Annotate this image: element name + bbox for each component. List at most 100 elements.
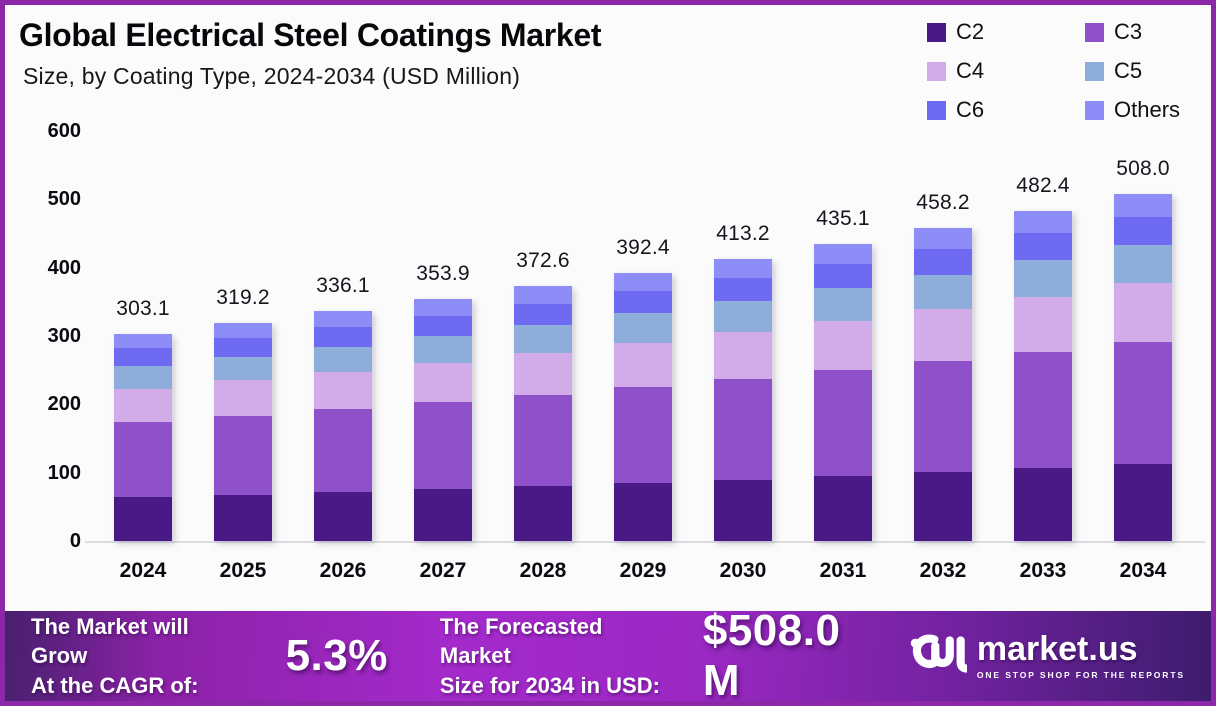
- legend-label-c3: C3: [1114, 19, 1143, 44]
- segment-c4-2026: [314, 371, 372, 410]
- segment-c4-2034: [1114, 283, 1172, 342]
- x-axis-label-2027: 2027: [419, 559, 467, 582]
- stacked-bar-2024: [114, 333, 172, 541]
- stacked-bar-2029: [614, 272, 672, 541]
- chart-legend: C2 C3 C4 C5 C6 Others: [927, 19, 1203, 123]
- stacked-bar-2034: [1114, 193, 1172, 541]
- bar-column-2031: 435.1 2031: [793, 131, 893, 582]
- x-axis-label-2024: 2024: [119, 559, 167, 582]
- segment-c3-2032: [914, 361, 972, 473]
- segment-c5-2029: [614, 313, 672, 343]
- legend-label-c2: C2: [956, 19, 985, 44]
- legend-item-c4: C4: [927, 58, 1085, 84]
- x-axis-label-2034: 2034: [1119, 559, 1167, 582]
- segment-others-2033: [1014, 211, 1072, 234]
- segment-c5-2027: [414, 336, 472, 363]
- brand-text: market.us ONE STOP SHOP FOR THE REPORTS: [977, 632, 1185, 680]
- bar-value-label-2034: 508.0: [1116, 156, 1170, 180]
- y-axis: 600 500 400 300 200 100 0: [11, 120, 81, 552]
- y-axis-tick-100: 100: [47, 461, 81, 484]
- legend-label-others: Others: [1114, 97, 1181, 122]
- legend-swatch-c4: [927, 61, 946, 81]
- bar-value-label-2027: 353.9: [416, 262, 470, 286]
- bar-value-label-2029: 392.4: [616, 235, 670, 259]
- legend-swatch-c5: [1085, 61, 1104, 81]
- stacked-bar-2033: [1014, 211, 1072, 541]
- page-title: Global Electrical Steel Coatings Market: [19, 17, 602, 53]
- x-axis-label-2032: 2032: [919, 559, 967, 582]
- bar-column-2027: 353.9 2027: [393, 131, 493, 582]
- segment-c5-2030: [714, 301, 772, 333]
- legend-item-c5: C5: [1085, 58, 1203, 84]
- segment-c5-2025: [214, 356, 272, 381]
- segment-c3-2029: [614, 387, 672, 484]
- stacked-bar-2030: [714, 258, 772, 541]
- cagr-caption-line2: At the CAGR of:: [31, 672, 199, 698]
- segment-c4-2027: [414, 362, 472, 403]
- segment-c2-2025: [214, 494, 272, 541]
- segment-c5-2031: [814, 288, 872, 321]
- segment-c4-2024: [114, 388, 172, 423]
- x-axis-label-2031: 2031: [819, 559, 867, 582]
- bar-value-label-2024: 303.1: [116, 296, 170, 320]
- segment-c2-2032: [914, 472, 972, 541]
- x-axis-line: [85, 541, 1205, 543]
- segment-c6-2034: [1114, 216, 1172, 246]
- bar-column-2025: 319.2 2025: [193, 131, 293, 582]
- x-axis-label-2029: 2029: [619, 559, 667, 582]
- segment-c5-2034: [1114, 245, 1172, 284]
- segment-c5-2033: [1014, 260, 1072, 297]
- segment-others-2024: [114, 333, 172, 349]
- segment-c4-2030: [714, 332, 772, 379]
- y-axis-tick-400: 400: [47, 256, 81, 279]
- x-axis-label-2025: 2025: [219, 559, 267, 582]
- segment-c2-2034: [1114, 464, 1172, 541]
- segment-others-2031: [814, 243, 872, 264]
- y-axis-tick-600: 600: [47, 120, 81, 142]
- x-axis-label-2028: 2028: [519, 559, 567, 582]
- cagr-value: 5.3%: [285, 631, 388, 680]
- segment-c3-2034: [1114, 341, 1172, 465]
- bar-value-label-2025: 319.2: [216, 285, 270, 309]
- bar-value-label-2028: 372.6: [516, 249, 570, 273]
- legend-item-c6: C6: [927, 97, 1085, 123]
- segment-c2-2031: [814, 476, 872, 541]
- segment-others-2030: [714, 258, 772, 278]
- x-axis-label-2030: 2030: [719, 559, 767, 582]
- segment-c2-2029: [614, 483, 672, 541]
- segment-c5-2026: [314, 346, 372, 372]
- legend-label-c5: C5: [1114, 58, 1143, 83]
- bar-column-2034: 508.0 2034: [1093, 131, 1193, 582]
- segment-others-2032: [914, 227, 972, 249]
- x-axis-label-2033: 2033: [1019, 559, 1067, 582]
- bar-column-2032: 458.2 2032: [893, 131, 993, 582]
- legend-label-c4: C4: [956, 58, 985, 83]
- stacked-bar-2028: [514, 286, 572, 541]
- stacked-bar-2026: [314, 311, 372, 541]
- segment-c3-2028: [514, 394, 572, 487]
- segment-others-2028: [514, 286, 572, 304]
- chart-subtitle: Size, by Coating Type, 2024-2034 (USD Mi…: [23, 63, 521, 89]
- segment-c6-2032: [914, 248, 972, 275]
- segment-c3-2031: [814, 370, 872, 477]
- chart-plot-area: 600 500 400 300 200 100 0 303.1 2024 319.2 2025 33…: [48, 120, 1205, 582]
- segment-c4-2033: [1014, 296, 1072, 352]
- segment-c6-2029: [614, 291, 672, 314]
- segment-c6-2027: [414, 315, 472, 337]
- legend-item-c2: C2: [927, 19, 1085, 45]
- brand-tagline: ONE STOP SHOP FOR THE REPORTS: [976, 670, 1185, 680]
- y-axis-tick-200: 200: [47, 393, 81, 416]
- cagr-caption-line1: The Market will Grow: [31, 614, 189, 669]
- legend-swatch-others: [1085, 100, 1104, 120]
- cagr-caption: The Market will Grow At the CAGR of:: [31, 612, 238, 699]
- bar-column-2026: 336.1 2026: [293, 131, 393, 582]
- y-axis-tick-500: 500: [47, 188, 81, 211]
- bar-column-2024: 303.1 2024: [93, 131, 193, 582]
- segment-c3-2033: [1014, 351, 1072, 469]
- legend-label-c6: C6: [956, 97, 985, 122]
- segment-c3-2025: [214, 415, 272, 495]
- segment-c4-2032: [914, 309, 972, 362]
- y-axis-tick-0: 0: [69, 530, 81, 552]
- footer-banner: The Market will Grow At the CAGR of: 5.3…: [5, 606, 1211, 701]
